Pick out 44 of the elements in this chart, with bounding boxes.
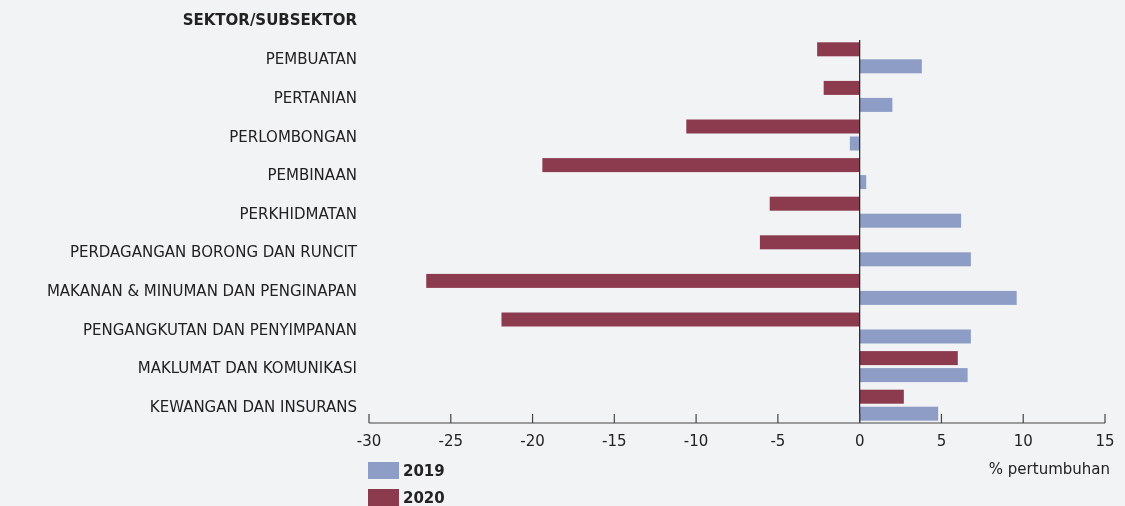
bar: [859, 406, 939, 421]
y-tick-label: PERDAGANGAN BORONG DAN RUNCIT: [69, 243, 358, 262]
y-tick-label: PENGANGKUTAN DAN PENYIMPANAN: [83, 320, 357, 339]
bar: [859, 213, 962, 228]
legend-label: 2020: [403, 489, 445, 506]
x-tick-label: -5: [770, 432, 786, 450]
x-tick-label: -25: [438, 432, 464, 450]
x-tick-label: 10: [1013, 432, 1033, 450]
bar: [859, 252, 971, 267]
y-tick-label: MAKANAN & MINUMAN DAN PENGINAPAN: [46, 281, 357, 300]
bar: [859, 59, 922, 74]
x-tick-label: 5: [936, 432, 947, 450]
y-tick-label: MAKLUMAT DAN KOMUNIKASI: [137, 359, 357, 378]
x-tick-label: 0: [854, 432, 865, 450]
x-tick-label: -15: [602, 432, 627, 450]
bar: [859, 97, 893, 112]
bar: [759, 235, 860, 250]
legend-label: 2019: [403, 462, 445, 480]
y-tick-label: PERKHIDMATAN: [239, 204, 357, 223]
x-tick-label: -10: [683, 432, 709, 450]
bar: [426, 273, 860, 288]
y-axis-title: SEKTOR/SUBSEKTOR: [182, 11, 358, 29]
x-axis-title: % pertumbuhan: [988, 460, 1110, 478]
bar: [769, 196, 860, 211]
bar: [859, 290, 1017, 305]
bar: [817, 42, 860, 57]
bar: [542, 158, 860, 173]
bar: [849, 136, 860, 151]
bar: [686, 119, 860, 134]
bar: [859, 175, 867, 190]
x-tick-label: 15: [1095, 432, 1115, 450]
y-tick-label: PERLOMBONGAN: [229, 127, 357, 146]
x-tick-label: -30: [356, 432, 382, 450]
bar: [859, 389, 904, 404]
y-tick-label: PEMBINAAN: [267, 166, 357, 185]
bar: [859, 351, 958, 366]
y-tick-label: PEMBUATAN: [265, 50, 357, 69]
bar: [823, 80, 860, 95]
bar: [501, 312, 860, 327]
bar: [859, 329, 971, 344]
bar: [859, 368, 968, 383]
y-tick-label: PERTANIAN: [273, 88, 357, 107]
x-tick-label: -20: [520, 432, 545, 450]
y-tick-label: KEWANGAN DAN INSURANS: [149, 397, 357, 416]
